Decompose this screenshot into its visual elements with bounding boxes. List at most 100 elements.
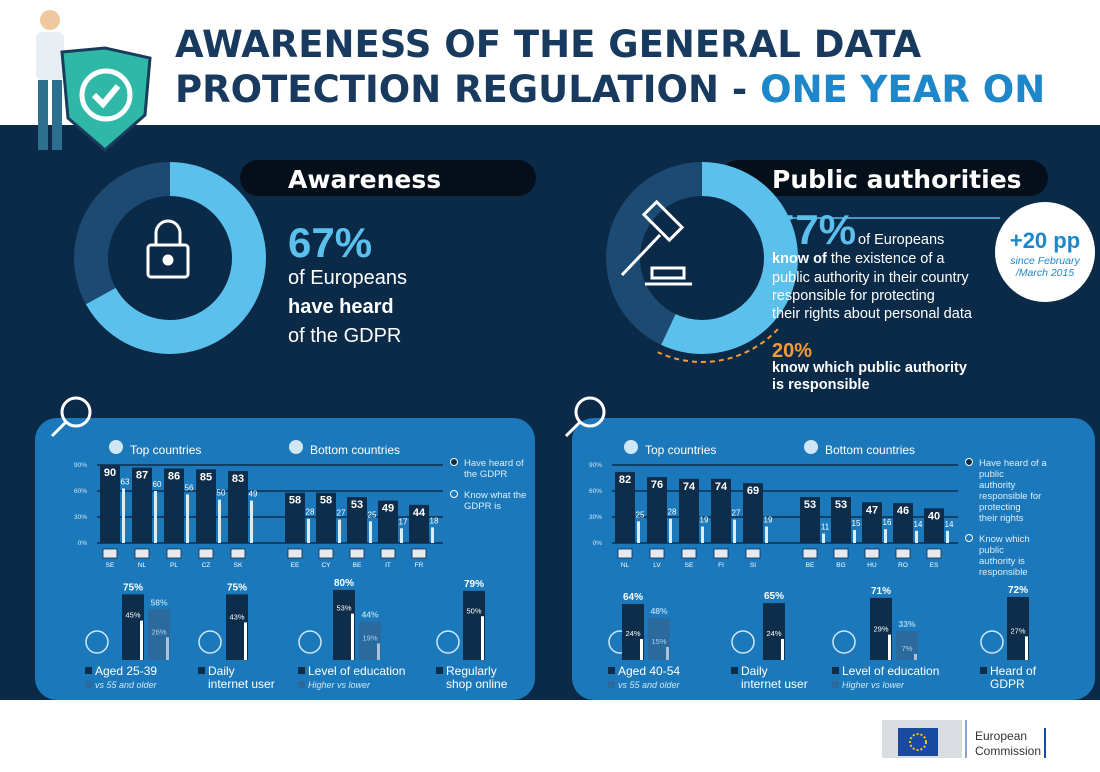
y-tick-label: 30% <box>74 514 87 521</box>
bar-value: 90 <box>104 467 116 479</box>
x-tick-label: SE <box>106 562 115 569</box>
donut-rest <box>74 162 170 305</box>
bar-value: 60 <box>153 480 162 489</box>
flag <box>745 548 761 559</box>
bar <box>347 497 367 543</box>
y-tick-label: 30% <box>589 514 602 521</box>
donut-rest <box>606 162 702 345</box>
bar <box>781 639 784 660</box>
bar-value: 27 <box>732 509 741 518</box>
bar-value: 53% <box>336 604 351 613</box>
org-name: European <box>975 729 1027 743</box>
bar <box>733 519 736 543</box>
flag <box>864 548 880 559</box>
group-label: Daily <box>208 664 235 678</box>
legend-line: Know which <box>979 534 1030 545</box>
bar-value: 50% <box>466 606 481 615</box>
badge <box>995 202 1095 302</box>
legend-entry: Know what the GDPR is <box>464 490 526 512</box>
group-label: Daily <box>741 664 768 678</box>
label-bullet <box>608 681 615 688</box>
x-tick-label: BG <box>836 562 845 569</box>
bar-value: 53 <box>804 499 816 511</box>
bar <box>666 646 669 660</box>
bar <box>831 497 851 543</box>
group-heading: Bottom countries <box>825 443 915 457</box>
x-tick-label: SK <box>234 562 243 569</box>
legend-line: Have heard of a <box>979 458 1047 469</box>
group-label: internet user <box>741 677 808 691</box>
bar <box>351 613 354 660</box>
bar <box>896 631 918 660</box>
bar <box>765 526 768 543</box>
lock-icon <box>146 219 190 279</box>
bar-value: 74 <box>683 481 696 493</box>
group-icon <box>804 440 818 454</box>
bar <box>186 494 189 543</box>
bar-value: 26% <box>151 627 166 636</box>
x-tick-label: NL <box>138 562 147 569</box>
bar <box>763 603 785 660</box>
bar <box>711 478 731 543</box>
gavel-icon <box>620 199 692 286</box>
bar <box>431 527 434 543</box>
magnifier-icon <box>50 396 606 438</box>
bar <box>218 499 221 543</box>
bar-value: 19 <box>700 516 709 525</box>
bar <box>285 492 305 543</box>
badge-note: since February <box>1010 255 1080 267</box>
panel <box>35 418 535 700</box>
bar-value: 71% <box>871 586 891 597</box>
legend-entry: Have heard of a public authority responsibl… <box>979 458 1047 524</box>
bar-value: 25 <box>368 510 377 519</box>
legend-entry: Know which public authority is responsible <box>979 534 1030 578</box>
label-bullet <box>85 681 92 688</box>
x-tick-label: HU <box>867 562 877 569</box>
legend-line: responsible <box>979 567 1028 578</box>
label-bullet <box>980 667 987 674</box>
donut-dashed-arc <box>657 328 779 363</box>
bar-value: 72% <box>1008 585 1028 596</box>
label-bullet <box>85 667 92 674</box>
flag <box>802 548 818 559</box>
section-heading: Awareness <box>288 165 441 194</box>
legend-marker <box>965 534 973 542</box>
bar <box>1007 597 1029 660</box>
group-label: Aged 25-39 <box>95 664 157 678</box>
legend-line: responsible for <box>979 491 1041 502</box>
x-tick-label: EE <box>291 562 300 569</box>
flag <box>230 548 246 559</box>
org-name: Commission <box>975 744 1041 758</box>
bar <box>100 465 120 543</box>
bar-value: 24% <box>625 629 640 638</box>
bar-value: 25 <box>636 510 645 519</box>
text: of Europeans <box>858 232 944 248</box>
x-tick-label: FI <box>718 562 724 569</box>
bar-value: 49 <box>249 490 258 499</box>
y-tick-label: 60% <box>74 488 87 495</box>
group-icon <box>109 440 123 454</box>
x-tick-label: SE <box>685 562 694 569</box>
group-icon <box>624 440 638 454</box>
bar-value: 69 <box>747 485 759 497</box>
group-icon <box>298 630 322 654</box>
bar-value: 47 <box>866 504 878 516</box>
bar <box>622 604 644 660</box>
bar <box>853 530 856 543</box>
group-label: shop online <box>446 677 508 691</box>
bar-value: 50 <box>217 489 226 498</box>
bar-value: 44 <box>413 507 426 519</box>
bar <box>648 618 670 660</box>
bar <box>946 530 949 543</box>
eu-logo <box>882 720 967 758</box>
group-heading: Bottom countries <box>310 443 400 457</box>
legend-marker <box>450 490 458 498</box>
text: is responsible <box>772 377 870 393</box>
bar-value: 16 <box>883 518 892 527</box>
flag <box>102 548 118 559</box>
bar <box>316 492 336 543</box>
group-note: Higher vs lower <box>842 680 905 690</box>
bar-value: 79% <box>464 579 484 590</box>
bar-value: 29% <box>873 625 888 634</box>
